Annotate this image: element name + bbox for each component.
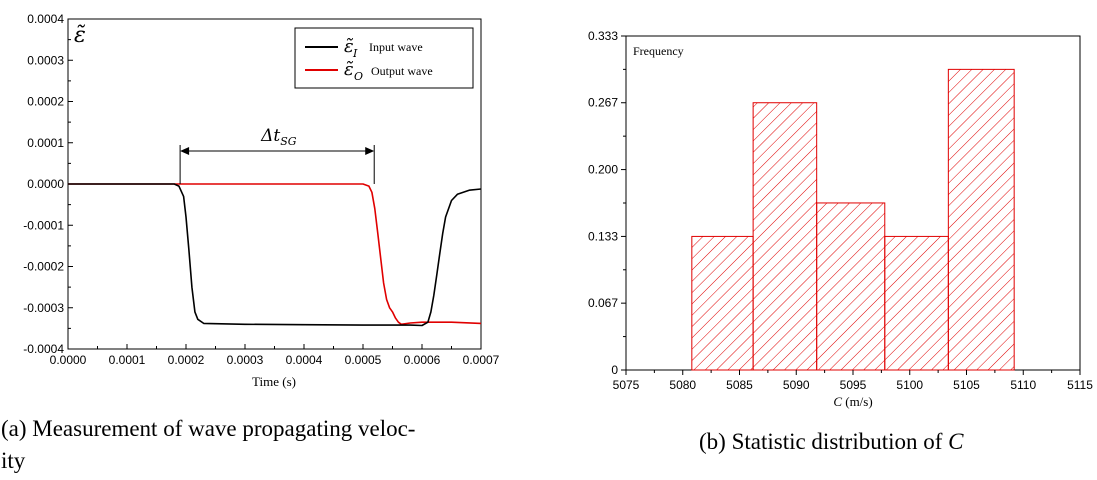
x-tick-label: 5115: [1067, 378, 1093, 392]
series-line-input: [68, 183, 482, 327]
histogram-bar: [752, 102, 818, 371]
histogram-bar: [947, 68, 1015, 371]
y-tick-label: 0.0003: [27, 53, 64, 67]
series-a: [68, 183, 482, 327]
delta-t-main: Δt: [260, 126, 280, 146]
x-axis-unit-b: (m/s): [842, 394, 873, 409]
y-axis-label-b: Frequency: [633, 44, 684, 58]
y-tick-label: -0.0001: [23, 218, 64, 232]
x-tick-label: 5110: [1010, 378, 1036, 392]
x-axis-label-a: Time (s): [252, 374, 296, 389]
y-tick-label: 0.267: [588, 96, 618, 110]
histogram-bar: [816, 202, 886, 371]
y-tick-label: 0.0002: [27, 95, 64, 109]
x-tick-label: 0.0004: [286, 353, 323, 367]
y-tick-label: 0: [611, 363, 618, 377]
histogram-bars: [691, 68, 1015, 371]
delta-t-annotation: ΔtSG: [179, 126, 375, 184]
y-tick-label: -0.0004: [23, 342, 64, 356]
x-tick-label: 0.0002: [168, 353, 205, 367]
delta-t-arrowhead-right: [365, 147, 375, 155]
histogram-bar: [691, 235, 754, 371]
histogram-bar: [884, 235, 949, 371]
x-axis-label-b: C (m/s): [833, 394, 872, 409]
caption-b-text: (b) Statistic distribution of: [699, 429, 948, 454]
caption-b: (b) Statistic distribution of C: [699, 429, 964, 454]
x-tick-label: 5105: [953, 378, 980, 392]
x-tick-label: 0.0006: [404, 353, 441, 367]
x-tick-label: 5100: [896, 378, 923, 392]
legend-a: ε̃ I Input wave ε̃ O Output wave: [294, 27, 474, 89]
legend-label-output: Output wave: [371, 64, 433, 78]
x-tick-label: 0.0005: [345, 353, 382, 367]
y-tick-label: 0.0000: [27, 177, 64, 191]
x-tick-label: 0.0000: [50, 353, 87, 367]
y-axis-symbol: ε̃: [74, 23, 86, 48]
x-tick-label: 5095: [840, 378, 867, 392]
delta-t-arrowhead-left: [180, 147, 190, 155]
caption-b-symbol: C: [948, 429, 964, 454]
y-axis-label-a: ε̃: [74, 23, 86, 48]
x-tick-label: 5080: [669, 378, 696, 392]
caption-a-line2: ity: [1, 448, 26, 473]
x-tick-label: 5075: [613, 378, 640, 392]
x-tick-label: 0.0007: [463, 353, 500, 367]
delta-t-label: ΔtSG: [260, 126, 297, 148]
y-tick-label: 0.333: [588, 29, 618, 43]
y-axis-ticks-a: 0.0004 0.0003 0.0002 0.0001 0.0000 -0.0001 -0.…: [23, 12, 73, 356]
y-tick-label: 0.0004: [27, 12, 64, 26]
x-axis-symbol-b: C: [833, 394, 842, 409]
x-tick-label: 5085: [726, 378, 753, 392]
wave-velocity-chart: 0.0000 0.0001 0.0002 0.0003 0.0004 0.0005 0.00…: [23, 12, 499, 389]
legend-symbol-input: ε̃: [344, 36, 354, 57]
x-tick-label: 0.0001: [109, 353, 146, 367]
x-tick-label: 0.0003: [227, 353, 264, 367]
delta-t-subscript: SG: [280, 135, 297, 148]
legend-label-input: Input wave: [369, 40, 423, 54]
x-axis-ticks-b: 5075 5080 5085 5090 5095 5100 5105 5110 5115: [613, 370, 1093, 392]
legend-box: [294, 27, 474, 89]
y-axis-ticks-b: 0 0.067 0.133 0.200 0.267 0.333: [588, 29, 626, 377]
y-tick-label: 0.067: [588, 296, 618, 310]
velocity-distribution-chart: 5075 5080 5085 5090 5095 5100 5105 5110 5115 0 0.…: [588, 29, 1093, 409]
x-tick-label: 5090: [783, 378, 810, 392]
legend-sub-output: O: [354, 70, 363, 83]
y-tick-label: 0.0001: [27, 136, 64, 150]
caption-a-line1: (a) Measurement of wave propagating velo…: [1, 416, 415, 441]
y-tick-label: -0.0002: [23, 260, 64, 274]
x-axis-ticks-a: 0.0000 0.0001 0.0002 0.0003 0.0004 0.0005 0.00…: [50, 344, 500, 367]
y-tick-label: 0.133: [588, 229, 618, 243]
y-tick-label: 0.200: [588, 163, 618, 177]
y-tick-label: -0.0003: [23, 301, 64, 315]
legend-symbol-output: ε̃: [344, 59, 354, 80]
legend-sub-input: I: [352, 47, 358, 60]
series-line-output: [68, 183, 482, 326]
